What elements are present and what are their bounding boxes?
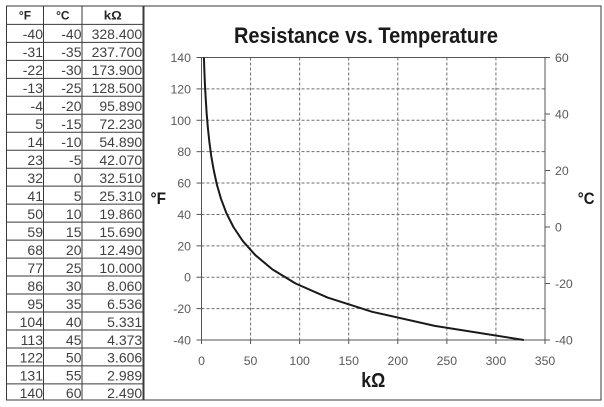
svg-text:60: 60 <box>177 177 191 191</box>
svg-text:42.070: 42.070 <box>99 152 142 168</box>
svg-text:12.490: 12.490 <box>99 242 142 258</box>
svg-text:-40: -40 <box>173 334 191 348</box>
svg-text:300: 300 <box>486 354 507 368</box>
svg-text:237.700: 237.700 <box>92 44 143 60</box>
svg-text:77: 77 <box>27 260 43 276</box>
svg-text:0: 0 <box>198 354 205 368</box>
svg-text:72.230: 72.230 <box>99 116 142 132</box>
svg-text:86: 86 <box>27 278 43 294</box>
svg-text:95.890: 95.890 <box>99 98 142 114</box>
svg-text:54.890: 54.890 <box>99 134 142 150</box>
svg-text:15: 15 <box>66 224 82 240</box>
svg-text:35: 35 <box>66 296 82 312</box>
svg-text:100: 100 <box>170 114 191 128</box>
svg-text:-10: -10 <box>61 134 81 150</box>
svg-text:-5: -5 <box>69 152 82 168</box>
svg-text:80: 80 <box>177 145 191 159</box>
svg-text:kΩ: kΩ <box>104 8 122 22</box>
svg-text:-30: -30 <box>61 62 81 78</box>
svg-text:°F: °F <box>19 8 31 22</box>
svg-text:0: 0 <box>555 221 562 235</box>
svg-text:95: 95 <box>27 296 43 312</box>
svg-text:60: 60 <box>555 51 569 65</box>
svg-text:20: 20 <box>66 242 82 258</box>
svg-text:4.373: 4.373 <box>107 332 142 348</box>
svg-text:25.310: 25.310 <box>99 188 142 204</box>
svg-text:6.536: 6.536 <box>107 296 142 312</box>
svg-text:150: 150 <box>338 354 359 368</box>
svg-text:50: 50 <box>244 354 258 368</box>
svg-text:140: 140 <box>170 51 191 65</box>
svg-text:32.510: 32.510 <box>99 170 142 186</box>
svg-text:°C: °C <box>578 189 595 208</box>
svg-text:68: 68 <box>27 242 43 258</box>
svg-text:50: 50 <box>27 206 43 222</box>
svg-text:40: 40 <box>177 208 191 222</box>
svg-text:100: 100 <box>289 354 310 368</box>
svg-text:0: 0 <box>184 271 191 285</box>
svg-text:50: 50 <box>66 350 82 366</box>
svg-text:3.606: 3.606 <box>107 350 142 366</box>
svg-text:10.000: 10.000 <box>99 260 142 276</box>
svg-text:113: 113 <box>21 332 44 348</box>
svg-text:°F: °F <box>151 189 167 208</box>
svg-text:32: 32 <box>27 170 43 186</box>
svg-text:140: 140 <box>20 385 44 401</box>
svg-text:-4: -4 <box>31 98 44 114</box>
svg-text:2.490: 2.490 <box>107 385 142 401</box>
svg-text:350: 350 <box>535 354 556 368</box>
svg-text:-40: -40 <box>61 26 81 42</box>
svg-text:-35: -35 <box>61 44 81 60</box>
svg-text:-25: -25 <box>61 80 81 96</box>
svg-text:-13: -13 <box>23 80 43 96</box>
svg-text:30: 30 <box>66 278 82 294</box>
svg-text:122: 122 <box>20 350 44 366</box>
svg-text:55: 55 <box>66 368 82 384</box>
svg-text:45: 45 <box>66 332 82 348</box>
svg-text:120: 120 <box>170 82 191 96</box>
svg-text:40: 40 <box>66 314 82 330</box>
svg-text:-15: -15 <box>61 116 81 132</box>
svg-text:-20: -20 <box>173 302 191 316</box>
svg-text:173.900: 173.900 <box>92 62 143 78</box>
svg-text:kΩ: kΩ <box>361 370 385 392</box>
svg-text:2.989: 2.989 <box>107 368 142 384</box>
svg-text:59: 59 <box>27 224 43 240</box>
svg-text:19.860: 19.860 <box>99 206 142 222</box>
svg-text:131: 131 <box>20 368 44 384</box>
svg-text:5: 5 <box>74 188 82 204</box>
svg-text:5.331: 5.331 <box>107 314 142 330</box>
svg-text:128.500: 128.500 <box>92 80 143 96</box>
svg-text:0: 0 <box>74 170 82 186</box>
svg-text:-20: -20 <box>61 98 81 114</box>
svg-text:250: 250 <box>437 354 458 368</box>
svg-text:328.400: 328.400 <box>92 26 143 42</box>
svg-text:23: 23 <box>27 152 43 168</box>
svg-text:14: 14 <box>27 134 43 150</box>
svg-text:20: 20 <box>177 239 191 253</box>
svg-text:15.690: 15.690 <box>99 224 142 240</box>
svg-text:-31: -31 <box>23 44 43 60</box>
svg-text:-22: -22 <box>23 62 43 78</box>
svg-text:60: 60 <box>66 385 82 401</box>
svg-text:-20: -20 <box>555 277 573 291</box>
svg-text:-40: -40 <box>23 26 43 42</box>
svg-text:104: 104 <box>20 314 44 330</box>
svg-text:40: 40 <box>555 108 569 122</box>
svg-text:200: 200 <box>388 354 409 368</box>
svg-text:10: 10 <box>66 206 82 222</box>
svg-text:20: 20 <box>555 164 569 178</box>
svg-text:8.060: 8.060 <box>107 278 142 294</box>
svg-text:41: 41 <box>27 188 43 204</box>
svg-text:25: 25 <box>66 260 82 276</box>
svg-text:Resistance vs. Temperature: Resistance vs. Temperature <box>234 23 498 48</box>
svg-text:-40: -40 <box>555 334 573 348</box>
svg-text:°C: °C <box>56 8 70 22</box>
svg-text:5: 5 <box>35 116 43 132</box>
